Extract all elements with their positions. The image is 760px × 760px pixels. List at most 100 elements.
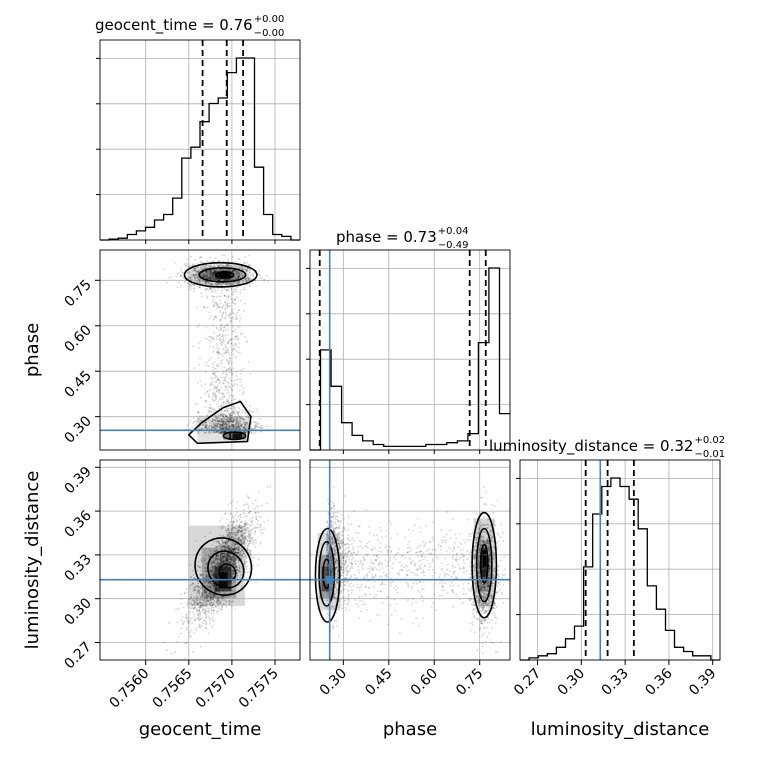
sample-point xyxy=(226,401,228,403)
sample-point xyxy=(243,391,245,393)
sample-point xyxy=(230,369,232,371)
sample-point xyxy=(187,275,189,277)
sample-point xyxy=(260,418,262,420)
sample-point xyxy=(199,624,201,626)
sample-point xyxy=(254,547,256,549)
sample-point xyxy=(214,303,216,305)
sample-point xyxy=(214,392,216,394)
sample-point xyxy=(250,373,252,375)
sample-point xyxy=(220,418,222,420)
sample-point xyxy=(211,291,213,293)
sample-point xyxy=(223,401,225,403)
sample-point xyxy=(208,318,210,320)
sample-point xyxy=(174,651,176,653)
sample-point xyxy=(229,265,231,267)
sample-point xyxy=(221,307,223,309)
sample-point xyxy=(224,512,226,514)
sample-point xyxy=(194,367,196,369)
sample-point xyxy=(213,432,215,434)
sample-point xyxy=(211,428,213,430)
sample-point xyxy=(203,596,205,598)
sample-point xyxy=(222,330,224,332)
sample-point xyxy=(228,322,230,324)
sample-point xyxy=(223,327,225,329)
sample-point xyxy=(190,593,192,595)
sample-point xyxy=(221,293,223,295)
sample-point xyxy=(243,287,245,289)
sample-point xyxy=(219,300,221,302)
sample-point xyxy=(220,309,222,311)
sample-point xyxy=(219,307,221,309)
sample-point xyxy=(232,534,234,536)
sample-point xyxy=(218,264,220,266)
sample-point xyxy=(202,561,204,563)
sample-point xyxy=(251,411,253,413)
sample-point xyxy=(252,528,254,530)
sample-point xyxy=(236,318,238,320)
sample-point xyxy=(206,365,208,367)
sample-point xyxy=(240,318,242,320)
sample-point xyxy=(216,347,218,349)
sample-point xyxy=(217,335,219,337)
sample-point xyxy=(239,342,241,344)
sample-point xyxy=(209,532,211,534)
sample-point xyxy=(239,426,241,428)
sample-point xyxy=(233,517,235,519)
sample-point xyxy=(261,505,263,507)
sample-point xyxy=(204,432,206,434)
sample-point xyxy=(209,257,211,259)
sample-point xyxy=(245,425,247,427)
sample-point xyxy=(223,395,225,397)
sample-point xyxy=(225,316,227,318)
sample-point xyxy=(257,564,259,566)
sample-point xyxy=(231,283,233,285)
sample-point xyxy=(213,319,215,321)
sample-point xyxy=(210,588,212,590)
sample-point xyxy=(245,416,247,418)
sample-point xyxy=(190,584,192,586)
sample-point xyxy=(203,417,205,419)
sample-point xyxy=(243,387,245,389)
sample-point xyxy=(199,415,201,417)
sample-point xyxy=(190,576,192,578)
sample-point xyxy=(206,281,208,283)
sample-point xyxy=(227,529,229,531)
sample-point xyxy=(226,604,228,606)
sample-point xyxy=(203,571,205,573)
sample-point xyxy=(201,415,203,417)
sample-point xyxy=(207,290,209,292)
sample-point xyxy=(194,633,196,635)
sample-point xyxy=(249,519,251,521)
sample-point xyxy=(233,344,235,346)
sample-point xyxy=(202,581,204,583)
sample-point xyxy=(226,518,228,520)
sample-point xyxy=(241,551,243,553)
sample-point xyxy=(249,405,251,407)
sample-point xyxy=(222,254,224,256)
sample-point xyxy=(193,417,195,419)
sample-point xyxy=(227,274,229,276)
sample-point xyxy=(240,378,242,380)
sample-point xyxy=(244,535,246,537)
sample-point xyxy=(244,268,246,270)
sample-point xyxy=(209,340,211,342)
sample-point xyxy=(249,284,251,286)
sample-point xyxy=(215,327,217,329)
sample-point xyxy=(206,297,208,299)
sample-point xyxy=(208,431,210,433)
sample-point xyxy=(244,262,246,264)
sample-point xyxy=(252,537,254,539)
sample-point xyxy=(223,260,225,262)
sample-point xyxy=(205,617,207,619)
sample-point xyxy=(224,385,226,387)
sample-point xyxy=(238,275,240,277)
sample-point xyxy=(227,279,229,281)
sample-point xyxy=(231,560,233,562)
sample-point xyxy=(227,334,229,336)
sample-point xyxy=(230,556,232,558)
sample-point xyxy=(208,609,210,611)
sample-point xyxy=(210,432,212,434)
sample-point xyxy=(263,527,265,529)
sample-point xyxy=(257,506,259,508)
sample-point xyxy=(190,607,192,609)
